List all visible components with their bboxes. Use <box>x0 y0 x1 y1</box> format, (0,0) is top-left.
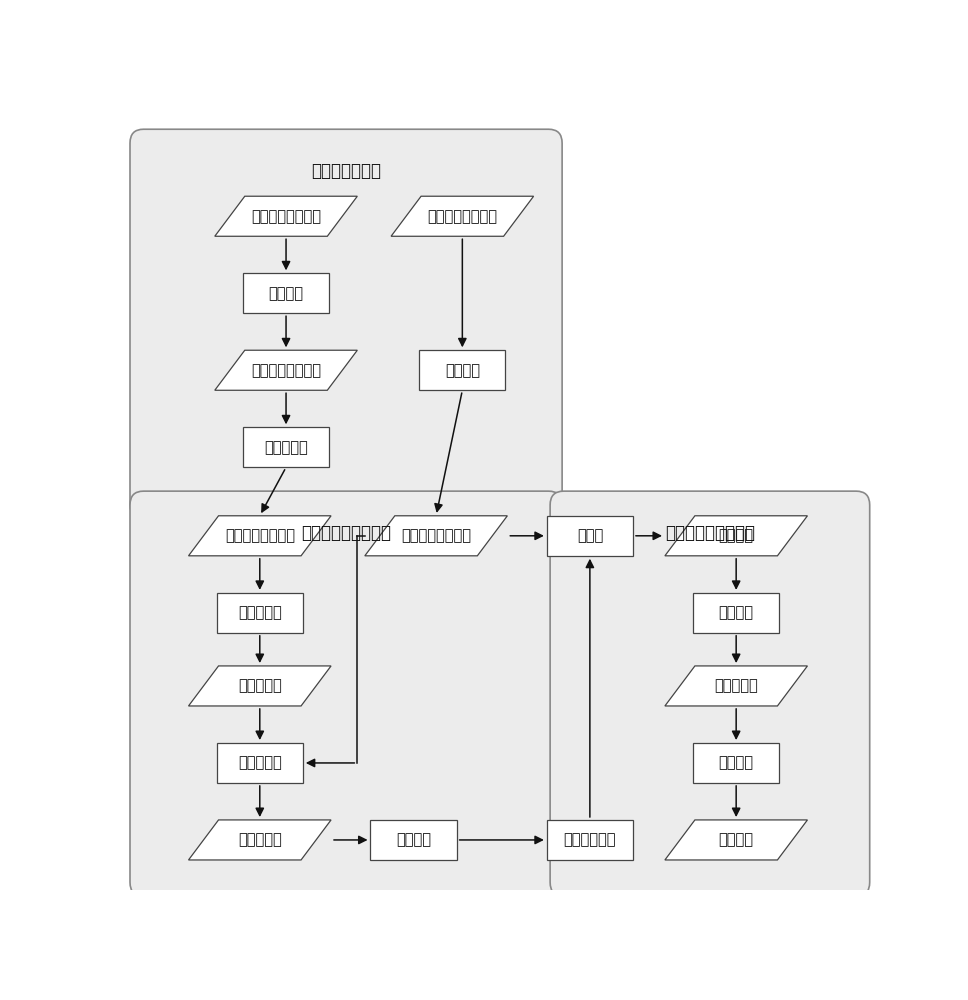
FancyBboxPatch shape <box>217 743 303 783</box>
Text: 局部生理作用: 局部生理作用 <box>563 832 616 847</box>
Text: 配体准备: 配体准备 <box>268 286 304 301</box>
FancyBboxPatch shape <box>243 273 329 313</box>
Text: 叠合好的三维结构: 叠合好的三维结构 <box>225 528 295 543</box>
FancyBboxPatch shape <box>547 820 633 860</box>
Text: 未叠合的三维结构: 未叠合的三维结构 <box>251 363 321 378</box>
Text: 归一化结果: 归一化结果 <box>714 678 758 693</box>
Text: 计算活性: 计算活性 <box>718 832 754 847</box>
Polygon shape <box>189 820 331 860</box>
FancyBboxPatch shape <box>130 129 562 519</box>
FancyBboxPatch shape <box>243 427 329 467</box>
Text: 未叠合的二维结构: 未叠合的二维结构 <box>251 209 321 224</box>
Text: 选中分子场: 选中分子场 <box>238 832 282 847</box>
Text: 后级拟合模型的构建: 后级拟合模型的构建 <box>665 524 755 542</box>
Text: 前级拟合模型的构建: 前级拟合模型的构建 <box>301 524 391 542</box>
Polygon shape <box>665 666 807 706</box>
Polygon shape <box>665 516 807 556</box>
Text: 计算分子场: 计算分子场 <box>238 605 282 620</box>
Text: 候选分子场: 候选分子场 <box>238 678 282 693</box>
Text: 归一化: 归一化 <box>577 528 603 543</box>
FancyBboxPatch shape <box>217 593 303 633</box>
Text: 神经网络: 神经网络 <box>718 605 754 620</box>
Polygon shape <box>215 196 357 236</box>
FancyBboxPatch shape <box>371 820 457 860</box>
Text: 线性回归: 线性回归 <box>396 832 431 847</box>
FancyBboxPatch shape <box>693 743 779 783</box>
Text: 去归一化: 去归一化 <box>718 755 754 770</box>
Text: 取负对数: 取负对数 <box>445 363 480 378</box>
Polygon shape <box>189 516 331 556</box>
Text: 对数形式实验活性: 对数形式实验活性 <box>401 528 471 543</box>
Polygon shape <box>391 196 533 236</box>
FancyBboxPatch shape <box>130 491 562 896</box>
Polygon shape <box>665 820 807 860</box>
Text: 非对数的实验活性: 非对数的实验活性 <box>427 209 498 224</box>
Text: 划分取代基: 划分取代基 <box>264 440 308 455</box>
Polygon shape <box>215 350 357 390</box>
Polygon shape <box>365 516 507 556</box>
FancyBboxPatch shape <box>693 593 779 633</box>
Polygon shape <box>189 666 331 706</box>
FancyBboxPatch shape <box>547 516 633 556</box>
FancyBboxPatch shape <box>419 350 505 390</box>
FancyBboxPatch shape <box>550 491 869 896</box>
Text: 归一化值: 归一化值 <box>718 528 754 543</box>
Text: 分子场挑选: 分子场挑选 <box>238 755 282 770</box>
Text: 生物活性的整理: 生物活性的整理 <box>311 162 381 180</box>
